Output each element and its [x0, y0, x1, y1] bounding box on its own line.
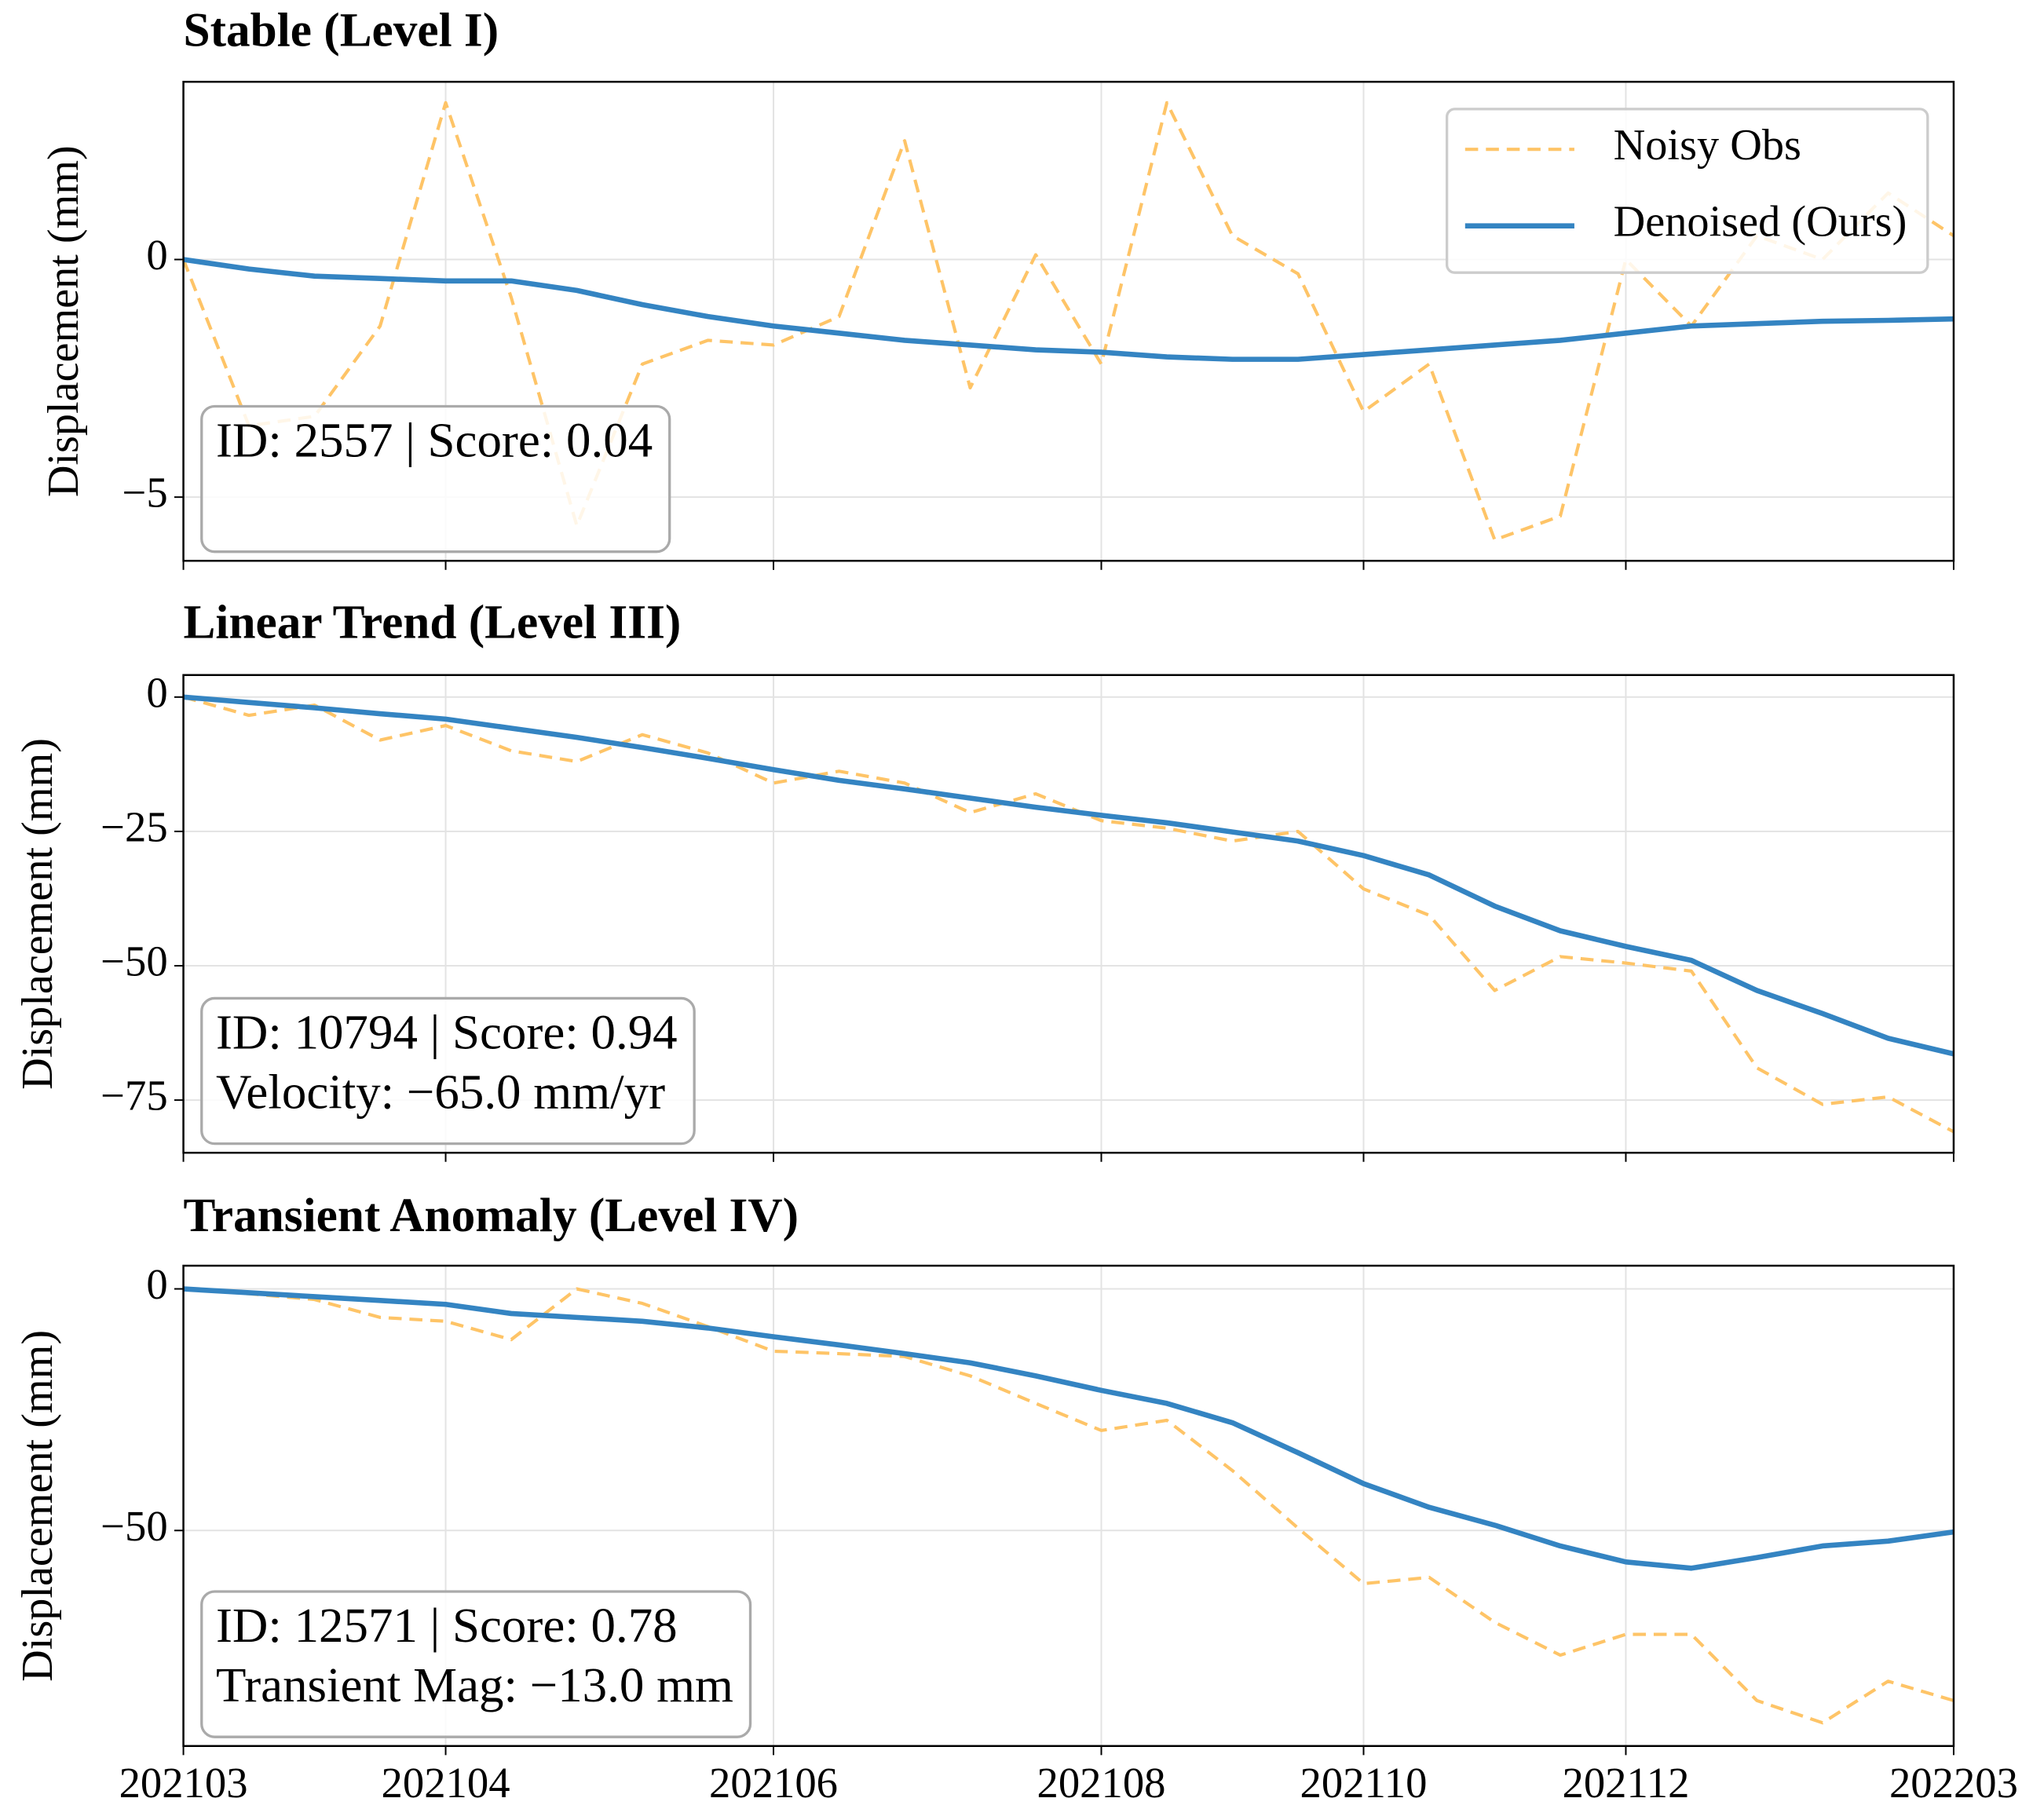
series-line	[181, 101, 1955, 542]
plot-frame	[182, 1264, 1955, 1747]
y-tick-label: 0	[146, 668, 167, 716]
series-line	[183, 1286, 1954, 1571]
y-tick-label: −5	[122, 469, 168, 517]
annotation-box	[200, 1590, 752, 1738]
series-line	[183, 1287, 1954, 1725]
annotation-text: Transient Mag: −13.0 mm	[216, 1657, 733, 1712]
legend: Noisy Obs Denoised (Ours)	[1445, 108, 1929, 274]
plot-frame	[182, 674, 1955, 1154]
legend-label: Noisy Obs	[1614, 121, 1801, 170]
panel-title: Stable (Level I)	[184, 4, 499, 57]
plot-frame	[182, 80, 1955, 562]
y-axis-label: Displacement (mm)	[39, 145, 88, 497]
annotation: ID: 2557 | Score: 0.04	[200, 404, 671, 554]
y-axis-label: Displacement (mm)	[13, 738, 62, 1090]
y-tick-label: −50	[101, 937, 168, 985]
y-axis-label: Displacement (mm)	[13, 1330, 62, 1682]
x-tick-label: 202110	[1300, 1759, 1428, 1807]
series-line	[183, 257, 1954, 362]
legend-box	[1445, 108, 1929, 274]
x-tick-label: 202203	[1889, 1759, 2018, 1807]
y-tick-label: −25	[101, 802, 168, 850]
y-tick-label: 0	[146, 231, 167, 279]
x-tick-label: 202106	[709, 1759, 838, 1807]
annotation-text: ID: 2557 | Score: 0.04	[216, 413, 653, 468]
panel-title: Linear Trend (Level III)	[184, 596, 682, 649]
x-tick-label: 202108	[1037, 1759, 1166, 1807]
series-line	[183, 694, 1954, 1057]
x-tick-label: 202103	[119, 1759, 248, 1807]
annotation-box	[200, 996, 696, 1146]
y-tick-label: 0	[146, 1260, 167, 1308]
annotation-box	[200, 404, 671, 554]
annotation-text: ID: 10794 | Score: 0.94	[216, 1005, 678, 1060]
x-tick-label: 202112	[1562, 1759, 1689, 1807]
panel-title: Transient Anomaly (Level IV)	[184, 1189, 799, 1242]
y-tick-label: −50	[101, 1502, 168, 1550]
x-tick-label: 202104	[382, 1759, 510, 1807]
annotation-text: Velocity: −65.0 mm/yr	[216, 1065, 665, 1120]
legend-label: Denoised (Ours)	[1614, 198, 1907, 247]
y-tick-label: −75	[101, 1072, 168, 1120]
annotation-text: ID: 12571 | Score: 0.78	[216, 1598, 678, 1653]
